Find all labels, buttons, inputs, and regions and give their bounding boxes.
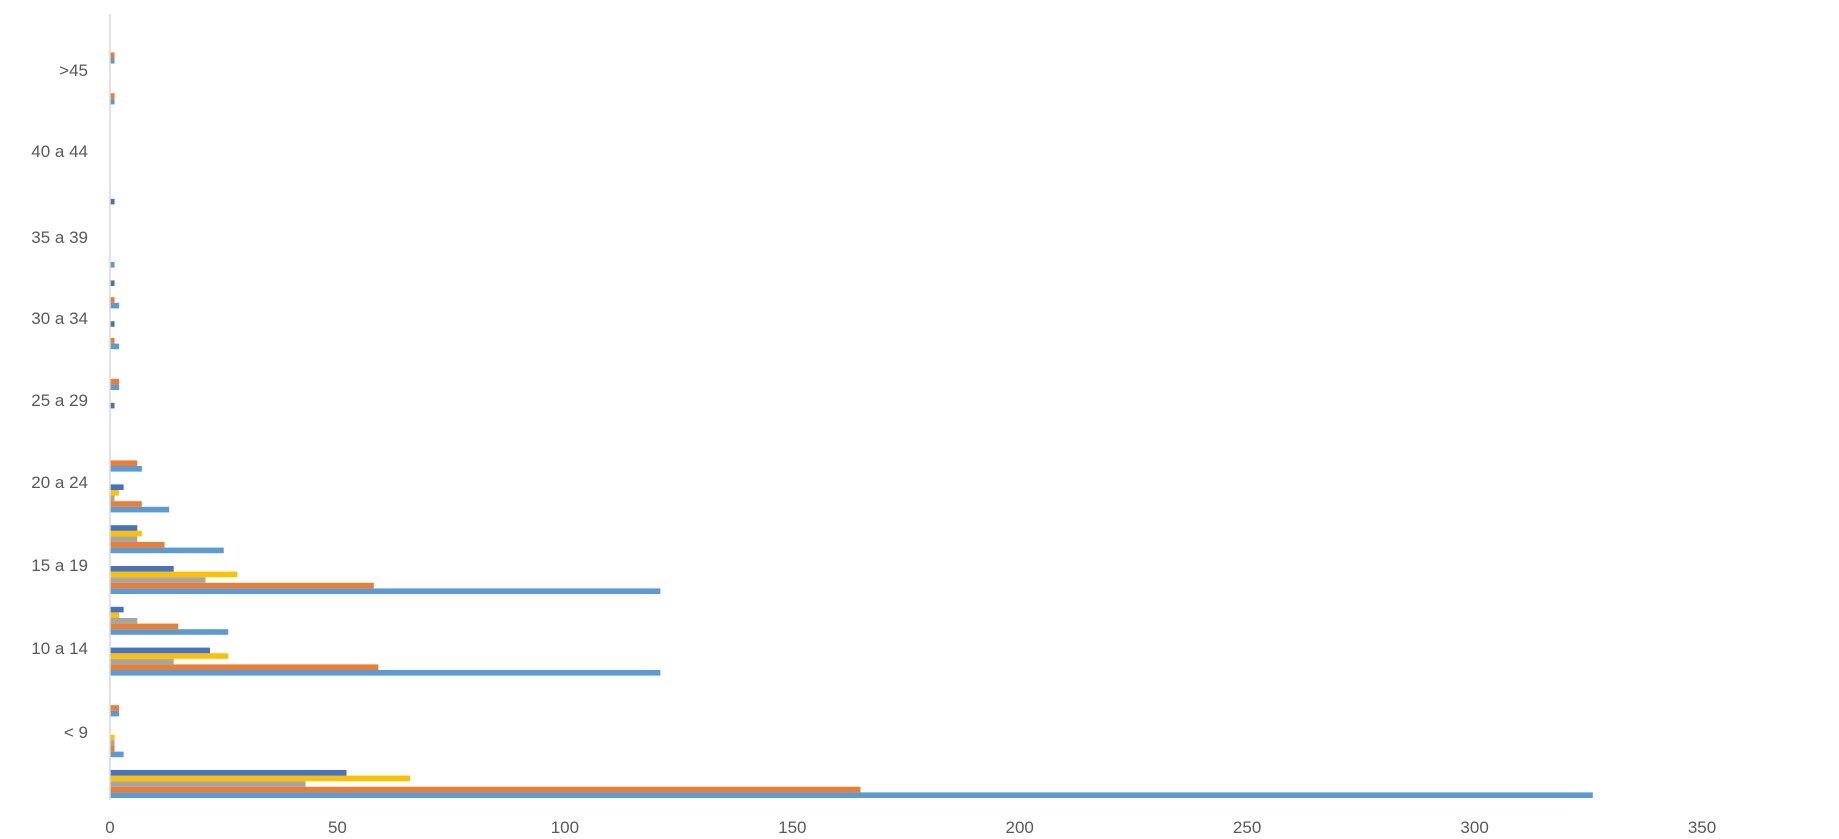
x-tick-label: 150	[778, 818, 806, 837]
bar-20-a-24-8-1	[110, 460, 138, 466]
bar--9-1-3	[110, 734, 115, 741]
category-label: 25 a 29	[31, 391, 88, 410]
bar-10-a-14-4-3	[110, 612, 120, 618]
x-tick-label: 100	[551, 818, 579, 837]
category-labels: < 9 10 a 14 15 a 19 20 a 24 25 a 29 30 a 34 35…	[31, 61, 88, 742]
x-tick-label: 50	[328, 818, 347, 837]
bar-10-a-14-3-4	[110, 647, 211, 654]
bar-15-a-19-6-4	[110, 525, 138, 531]
bar-15-a-19-6-1	[110, 542, 165, 548]
bar--45-17-1	[110, 93, 115, 99]
bar-15-a-19-6-0	[110, 547, 224, 554]
bar-20-a-24-7-2	[110, 495, 115, 502]
bars-layer	[110, 52, 1593, 798]
x-tick-label: 200	[1006, 818, 1034, 837]
bar--9-2-0	[110, 710, 120, 717]
bar--45-18-0	[110, 58, 115, 64]
x-tick-label: 350	[1688, 818, 1716, 837]
x-axis-tick-labels: 0 50 100 150 200 250 300 350	[105, 818, 1716, 837]
bar-15-a-19-5-2	[110, 577, 206, 583]
bar-15-a-19-5-0	[110, 588, 661, 594]
category-label: < 9	[64, 723, 88, 742]
category-label: 10 a 14	[31, 639, 88, 658]
bar--9-1-1	[110, 746, 115, 752]
bar--45-17-0	[110, 98, 115, 105]
bar-30-a-34-12-4	[110, 280, 115, 286]
bar-30-a-34-11-1	[110, 338, 115, 344]
bar--9-2-1	[110, 705, 120, 711]
x-tick-label: 250	[1233, 818, 1261, 837]
category-label: 40 a 44	[31, 142, 88, 161]
bar-10-a-14-3-0	[110, 670, 661, 676]
bar--9-0-1	[110, 786, 861, 793]
bar--9-0-4	[110, 770, 347, 776]
category-label: 20 a 24	[31, 473, 88, 492]
bar-15-a-19-5-3	[110, 571, 238, 578]
bar-25-a-29-10-1	[110, 378, 120, 385]
category-label: 15 a 19	[31, 556, 88, 575]
bar-20-a-24-8-0	[110, 466, 142, 472]
bar--9-0-2	[110, 781, 306, 787]
bar-15-a-19-5-4	[110, 566, 174, 572]
bar-15-a-19-6-3	[110, 530, 142, 537]
bar-10-a-14-4-2	[110, 618, 138, 624]
category-label: 35 a 39	[31, 228, 88, 247]
bar-10-a-14-3-1	[110, 664, 379, 670]
bar--9-1-0	[110, 751, 124, 758]
bar-35-a-39-13-0	[110, 262, 115, 268]
bar-20-a-24-7-0	[110, 506, 170, 513]
bar-10-a-14-4-0	[110, 629, 229, 635]
bar-35-a-39-14-4	[110, 198, 115, 205]
bar-15-a-19-5-1	[110, 582, 374, 589]
bar-30-a-34-12-1	[110, 297, 115, 303]
bar-10-a-14-4-4	[110, 606, 124, 613]
bar--9-0-3	[110, 775, 411, 782]
bar-25-a-29-9-4	[110, 402, 115, 409]
category-label: >45	[59, 61, 88, 80]
bar-30-a-34-12-0	[110, 302, 120, 309]
bar-10-a-14-4-1	[110, 623, 179, 630]
x-tick-label: 300	[1460, 818, 1488, 837]
bar-15-a-19-6-2	[110, 536, 138, 542]
bar--9-1-2	[110, 740, 115, 746]
bar-25-a-29-10-0	[110, 384, 120, 390]
category-label: 30 a 34	[31, 309, 88, 328]
x-tick-label: 0	[105, 818, 114, 837]
bar-10-a-14-3-3	[110, 653, 229, 659]
bar-20-a-24-7-4	[110, 484, 124, 490]
bar--45-18-1	[110, 52, 115, 58]
bar--9-0-0	[110, 792, 1593, 798]
bar-30-a-34-11-4	[110, 321, 115, 327]
bar-10-a-14-3-2	[110, 658, 174, 665]
bar-20-a-24-7-3	[110, 490, 120, 496]
bar-30-a-34-11-0	[110, 343, 120, 350]
bar-20-a-24-7-1	[110, 501, 142, 507]
